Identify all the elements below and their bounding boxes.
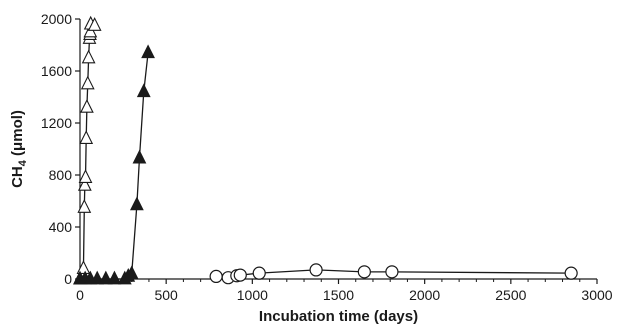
x-tick-label: 2000 [409,287,440,303]
data-point [80,98,94,113]
y-tick-label: 400 [49,219,73,235]
y-tick-label: 2000 [41,11,72,27]
x-tick-label: 1500 [323,287,354,303]
y-axis-title-subscript: 4 [17,159,29,166]
data-point [233,268,247,282]
data-point [357,265,371,279]
series-layer [73,15,578,285]
y-axis-title: CH4 (μmol) [9,110,29,188]
data-point [78,169,93,183]
data-point [87,17,102,31]
data-point [132,149,147,164]
y-tick-label: 1600 [41,63,72,79]
data-point [80,75,95,90]
y-axis-title-unit: (μmol) [9,110,26,160]
x-tick-label: 1000 [237,287,268,303]
data-point [98,270,113,285]
x-axis-title: Incubation time (days) [259,308,418,325]
axes: 0 500 1000 1500 2000 2500 3000 0 400 800 1200 1600 2… [41,11,613,303]
data-point [385,265,399,279]
data-point [81,49,96,64]
series-open-triangle [73,15,102,285]
data-point [129,196,144,211]
y-tick-label: 0 [64,271,72,287]
data-point [141,44,155,59]
data-point [124,265,139,280]
data-point [90,270,105,285]
x-tick-label: 2500 [495,287,526,303]
x-tick-label: 0 [76,287,84,303]
y-axis-title-main: CH [9,166,26,188]
data-point [309,263,323,277]
data-point [136,83,151,98]
series-open-circle [209,263,578,285]
data-point [77,199,92,213]
data-point [564,266,578,280]
data-point [76,260,91,274]
data-point [107,270,122,285]
x-tick-label: 3000 [581,287,612,303]
y-tick-label: 1200 [41,115,72,131]
series-filled-triangle [73,44,155,285]
x-tick-label: 500 [154,287,178,303]
y-tick-label: 800 [49,167,73,183]
data-point [209,269,223,283]
data-point [77,176,92,191]
data-point [252,266,266,280]
data-point [79,130,94,144]
